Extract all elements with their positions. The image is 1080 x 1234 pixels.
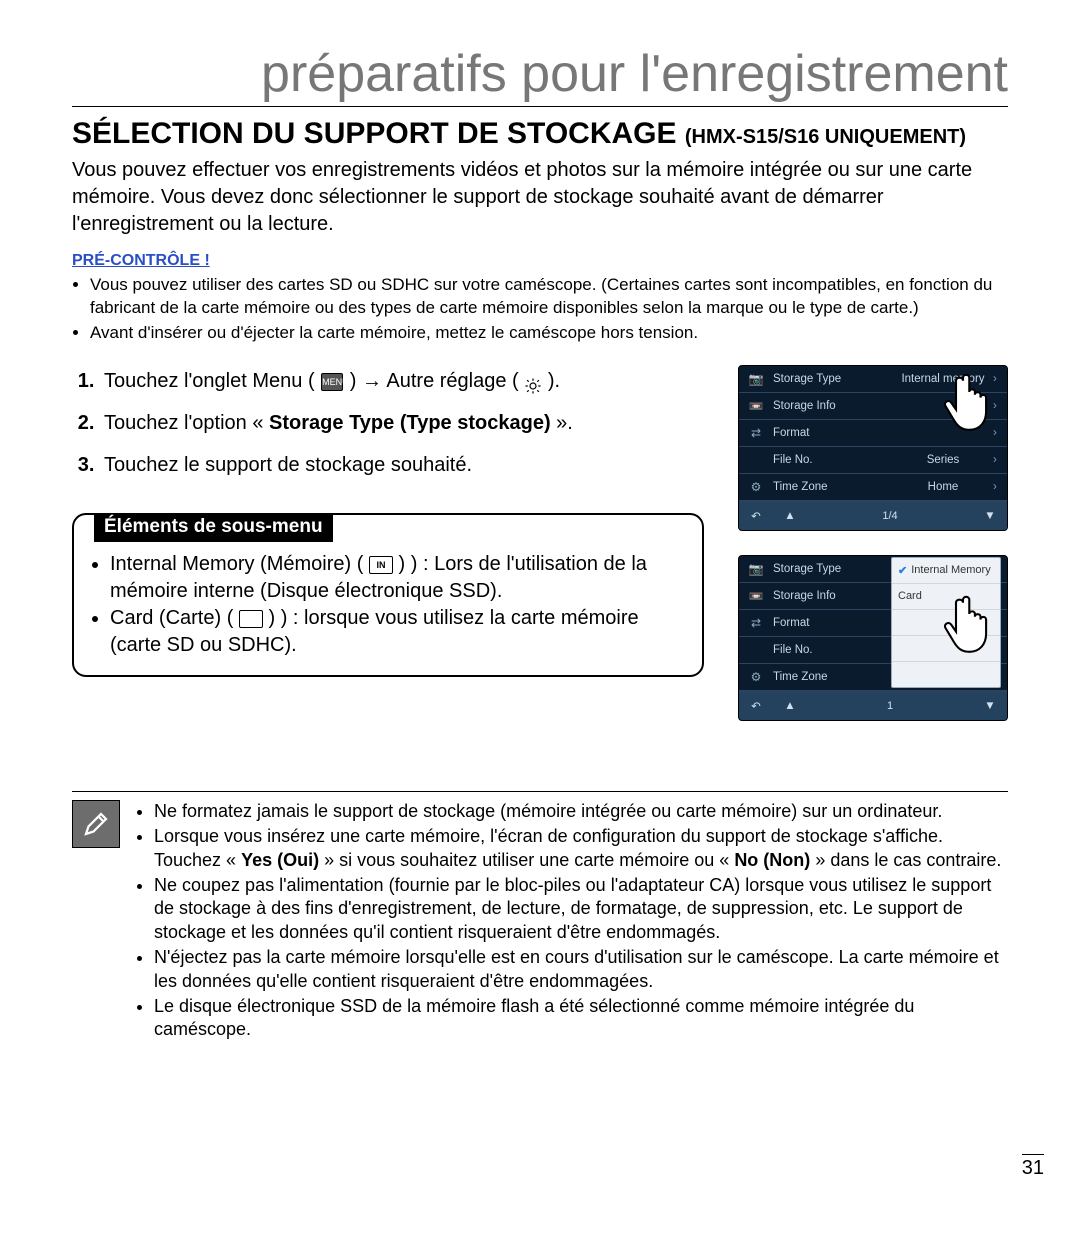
notes-list: Ne formatez jamais le support de stockag…	[134, 800, 1008, 1044]
chevron-right-icon: ›	[993, 454, 1007, 466]
internal-memory-icon: IN	[369, 556, 393, 574]
step-item: Touchez le support de stockage souhaité.	[100, 449, 708, 481]
note-text: » dans le cas contraire.	[815, 850, 1001, 870]
sidebar-icon: 📼	[739, 589, 773, 603]
page-indicator: 1/4	[807, 510, 973, 522]
note-bold: No (Non)	[734, 850, 810, 870]
chevron-right-icon: ›	[993, 481, 1007, 493]
screen-row-label: Storage Info	[773, 590, 893, 602]
step-text: ».	[556, 412, 573, 434]
dropdown-option: Card	[892, 584, 1000, 610]
page-indicator: 1	[807, 700, 973, 712]
sidebar-icon: 📷	[739, 562, 773, 576]
chevron-right-icon: ›	[993, 373, 1007, 385]
precheck-list: Vous pouvez utiliser des cartes SD ou SD…	[72, 274, 1008, 345]
screen-row-label: Format	[773, 427, 893, 439]
screen-row-value: Series	[893, 454, 993, 466]
screen-row-label: Time Zone	[773, 481, 893, 493]
gear-icon	[524, 373, 542, 391]
sidebar-icon: ⇄	[739, 616, 773, 630]
note-item: Le disque électronique SSD de la mémoire…	[154, 995, 1008, 1042]
screen-footer: ↶ ▲ 1 ▼	[739, 691, 1007, 720]
step-bold: Storage Type (Type stockage)	[269, 412, 551, 434]
notes-section: Ne formatez jamais le support de stockag…	[72, 800, 1008, 1044]
note-item: Lorsque vous insérez une carte mémoire, …	[154, 825, 1008, 872]
up-arrow-icon: ▲	[773, 700, 807, 712]
step-text: Touchez le support de stockage souhaité.	[104, 454, 472, 476]
separator	[72, 791, 1008, 792]
note-item: N'éjectez pas la carte mémoire lorsqu'el…	[154, 946, 1008, 993]
storage-type-dropdown: Internal Memory Card	[891, 557, 1001, 688]
chevron-right-icon: ›	[993, 427, 1007, 439]
screen-row-label: Storage Type	[773, 373, 893, 385]
submenu-item: Card (Carte) ( ) ) : lorsque vous utilis…	[110, 605, 684, 659]
note-icon	[72, 800, 120, 848]
page-number: 31	[1022, 1154, 1044, 1180]
chevron-right-icon: ›	[993, 400, 1007, 412]
down-arrow-icon: ▼	[973, 700, 1007, 712]
step-text: Touchez l'onglet Menu (	[104, 370, 315, 392]
section-subtitle: (HMX-S15/S16 UNIQUEMENT)	[685, 126, 966, 148]
screen-row-label: File No.	[773, 454, 893, 466]
step-text: Touchez l'option «	[104, 412, 269, 434]
note-item: Ne coupez pas l'alimentation (fournie pa…	[154, 874, 1008, 944]
submenu-item: Internal Memory (Mémoire) ( IN ) ) : Lor…	[110, 551, 684, 605]
note-bold: Yes (Oui)	[241, 850, 319, 870]
intro-paragraph: Vous pouvez effectuer vos enregistrement…	[72, 157, 1008, 238]
camcorder-screen-2: 📷Storage Type 📼Storage Info ⇄Format File…	[738, 555, 1008, 721]
note-item: Ne formatez jamais le support de stockag…	[154, 800, 1008, 823]
precheck-item: Vous pouvez utiliser des cartes SD ou SD…	[90, 274, 1008, 320]
submenu-item-bold: )	[399, 553, 406, 575]
back-icon: ↶	[739, 509, 773, 523]
screen-row-label: Storage Type	[773, 563, 893, 575]
dropdown-option	[892, 662, 1000, 687]
submenu-tab: Éléments de sous-menu	[94, 513, 333, 542]
sidebar-icon: 📷	[739, 372, 773, 386]
screen-row-label: Storage Info	[773, 400, 893, 412]
submenu-list: Internal Memory (Mémoire) ( IN ) ) : Lor…	[92, 551, 684, 659]
sidebar-icon: 📼	[739, 399, 773, 413]
down-arrow-icon: ▼	[973, 510, 1007, 522]
dropdown-option	[892, 636, 1000, 662]
screen-row-value: Internal memory	[893, 373, 993, 385]
sidebar-icon: ⇄	[739, 426, 773, 440]
dropdown-option	[892, 610, 1000, 636]
submenu-item-bold: )	[268, 607, 275, 629]
dropdown-option-selected: Internal Memory	[892, 558, 1000, 584]
screen-row-value: Home	[893, 481, 993, 493]
step-text: ).	[548, 370, 560, 392]
sidebar-icon: ⚙	[739, 670, 773, 684]
screen-row-label: File No.	[773, 644, 893, 656]
steps-list: Touchez l'onglet Menu ( MENU ) → Autre r…	[72, 365, 708, 481]
step-item: Touchez l'onglet Menu ( MENU ) → Autre r…	[100, 365, 708, 397]
precheck-label: PRÉ-CONTRÔLE !	[72, 252, 1008, 270]
screenshots-column: 📷Storage TypeInternal memory› 📼Storage I…	[738, 365, 1008, 721]
precheck-item: Avant d'insérer ou d'éjecter la carte mé…	[90, 322, 1008, 345]
note-text: » si vous souhaitez utiliser une carte m…	[324, 850, 734, 870]
submenu-item-bold: Card (Carte) (	[110, 607, 233, 629]
menu-icon: MENU	[321, 373, 343, 391]
submenu-box: Éléments de sous-menu Internal Memory (M…	[72, 513, 704, 677]
back-icon: ↶	[739, 699, 773, 713]
camcorder-screen-1: 📷Storage TypeInternal memory› 📼Storage I…	[738, 365, 1008, 531]
screen-row-label: Format	[773, 617, 893, 629]
section-title: SÉLECTION DU SUPPORT DE STOCKAGE	[72, 117, 677, 150]
screen-row-label: Time Zone	[773, 671, 893, 683]
chapter-title: préparatifs pour l'enregistrement	[72, 44, 1008, 107]
up-arrow-icon: ▲	[773, 510, 807, 522]
step-text: ) → Autre réglage (	[350, 370, 519, 392]
submenu-item-bold: Internal Memory (Mémoire) (	[110, 553, 363, 575]
step-item: Touchez l'option « Storage Type (Type st…	[100, 407, 708, 439]
sidebar-icon: ⚙	[739, 480, 773, 494]
screen-footer: ↶ ▲ 1/4 ▼	[739, 501, 1007, 530]
card-icon	[239, 610, 263, 628]
section-heading: SÉLECTION DU SUPPORT DE STOCKAGE (HMX-S1…	[72, 117, 1008, 151]
